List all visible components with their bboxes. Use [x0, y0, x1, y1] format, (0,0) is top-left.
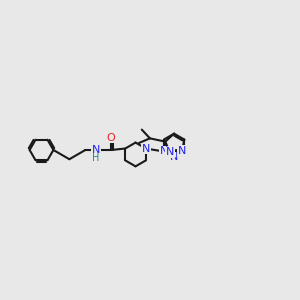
Text: N: N [92, 145, 100, 155]
Text: N: N [160, 146, 168, 157]
Text: O: O [107, 133, 116, 142]
Text: H: H [92, 153, 99, 163]
Text: N: N [178, 146, 186, 156]
Text: N: N [170, 152, 178, 162]
Text: N: N [142, 143, 150, 154]
Text: N: N [166, 148, 174, 158]
